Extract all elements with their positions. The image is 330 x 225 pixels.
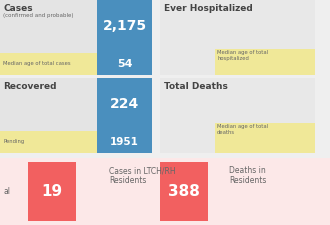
Bar (0, 158, 330, 225)
Bar (215, 123, 315, 153)
Text: Median age of total
deaths: Median age of total deaths (217, 124, 268, 135)
Text: Cases: Cases (3, 4, 33, 13)
Bar (160, 78, 315, 153)
Bar (97, 131, 152, 153)
Text: 1951: 1951 (110, 137, 139, 147)
Text: (confirmed and probable): (confirmed and probable) (3, 13, 74, 18)
Text: 54: 54 (117, 59, 132, 69)
Bar (97, 78, 152, 131)
Text: Pending: Pending (3, 140, 24, 144)
Text: Ever Hospitalized: Ever Hospitalized (164, 4, 253, 13)
Bar (160, 0, 315, 75)
Text: al: al (3, 187, 10, 196)
Text: Total Deaths: Total Deaths (164, 82, 228, 91)
Bar (0, 78, 152, 153)
Text: Cases in LTCH/RH
Residents: Cases in LTCH/RH Residents (109, 166, 176, 185)
Text: 224: 224 (110, 97, 139, 112)
Bar (97, 0, 152, 53)
Text: 388: 388 (168, 184, 200, 199)
Bar (215, 49, 315, 75)
Bar (97, 53, 152, 75)
Text: Recovered: Recovered (3, 82, 56, 91)
Bar (0, 53, 97, 75)
Text: 2,175: 2,175 (102, 20, 147, 34)
Bar (0, 0, 152, 75)
Bar (0, 131, 97, 153)
Text: Deaths in
Residents: Deaths in Residents (229, 166, 266, 185)
Text: 19: 19 (42, 184, 63, 199)
Bar (28, 162, 76, 221)
Text: Median age of total cases: Median age of total cases (3, 61, 71, 67)
Text: Median age of total
hospitalized: Median age of total hospitalized (217, 50, 268, 61)
Bar (160, 162, 208, 221)
